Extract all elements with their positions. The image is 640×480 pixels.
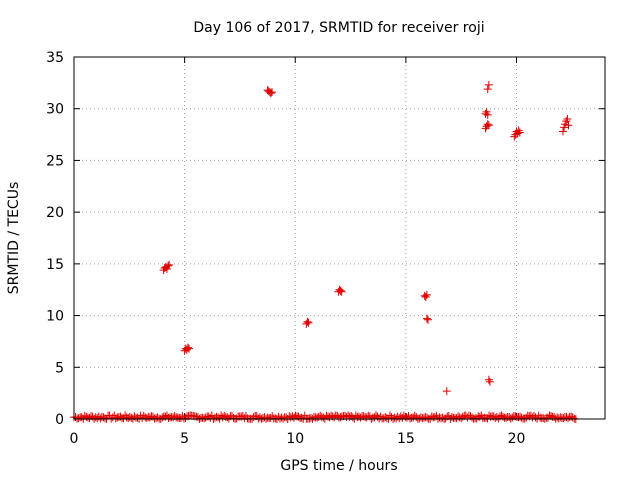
grid-lines xyxy=(74,57,605,419)
data-point xyxy=(515,128,524,137)
data-point xyxy=(164,261,173,270)
data-point xyxy=(424,315,432,324)
x-tick-label: 15 xyxy=(397,431,415,447)
data-point xyxy=(558,127,567,136)
data-point xyxy=(485,377,494,386)
x-tick-label: 20 xyxy=(508,431,526,447)
data-point xyxy=(484,80,493,89)
y-axis-label: SRMTID / TECUs xyxy=(6,182,22,295)
data-point xyxy=(562,117,571,126)
data-point xyxy=(336,286,345,295)
data-point xyxy=(183,343,192,352)
y-tick-label: 20 xyxy=(46,205,64,221)
y-tick-label: 0 xyxy=(55,412,64,428)
x-tick-label: 10 xyxy=(286,431,304,447)
y-tick-label: 35 xyxy=(46,50,64,66)
data-points xyxy=(70,80,580,423)
data-point xyxy=(442,387,451,396)
data-point xyxy=(514,126,523,135)
data-point xyxy=(185,344,194,353)
y-tick-label: 25 xyxy=(46,153,64,169)
data-point xyxy=(182,345,191,354)
y-tick-label: 15 xyxy=(46,257,64,273)
data-point xyxy=(302,319,311,328)
data-point xyxy=(481,109,490,118)
chart-title: Day 106 of 2017, SRMTID for receiver roj… xyxy=(193,20,484,36)
x-tick-label: 5 xyxy=(180,431,189,447)
data-point xyxy=(266,89,275,98)
data-point xyxy=(422,314,431,323)
data-point xyxy=(483,110,492,119)
y-tick-label: 30 xyxy=(46,102,64,118)
data-point xyxy=(420,291,429,300)
data-point xyxy=(484,375,493,384)
plot-frame xyxy=(73,56,606,420)
y-tick-labels: 0 5 10 15 20 25 30 35 xyxy=(46,50,64,428)
data-point xyxy=(564,121,573,130)
data-point xyxy=(484,121,493,130)
x-tick-label: 0 xyxy=(70,431,79,447)
data-point xyxy=(335,285,344,294)
data-point xyxy=(268,88,277,97)
data-point xyxy=(303,317,312,326)
data-point xyxy=(165,260,174,269)
data-point xyxy=(337,287,346,296)
y-tick-label: 5 xyxy=(55,360,64,376)
y-tick-label: 10 xyxy=(46,309,64,325)
data-point xyxy=(563,115,572,124)
x-axis-label: GPS time / hours xyxy=(280,458,397,474)
data-point xyxy=(421,292,430,301)
x-tick-labels: 0 5 10 15 20 xyxy=(70,431,526,447)
data-point xyxy=(304,318,313,327)
data-point xyxy=(422,290,431,299)
data-point xyxy=(482,122,491,131)
data-point xyxy=(483,120,492,129)
axis-ticks xyxy=(73,56,605,420)
data-point xyxy=(264,87,273,96)
data-point xyxy=(483,85,492,94)
